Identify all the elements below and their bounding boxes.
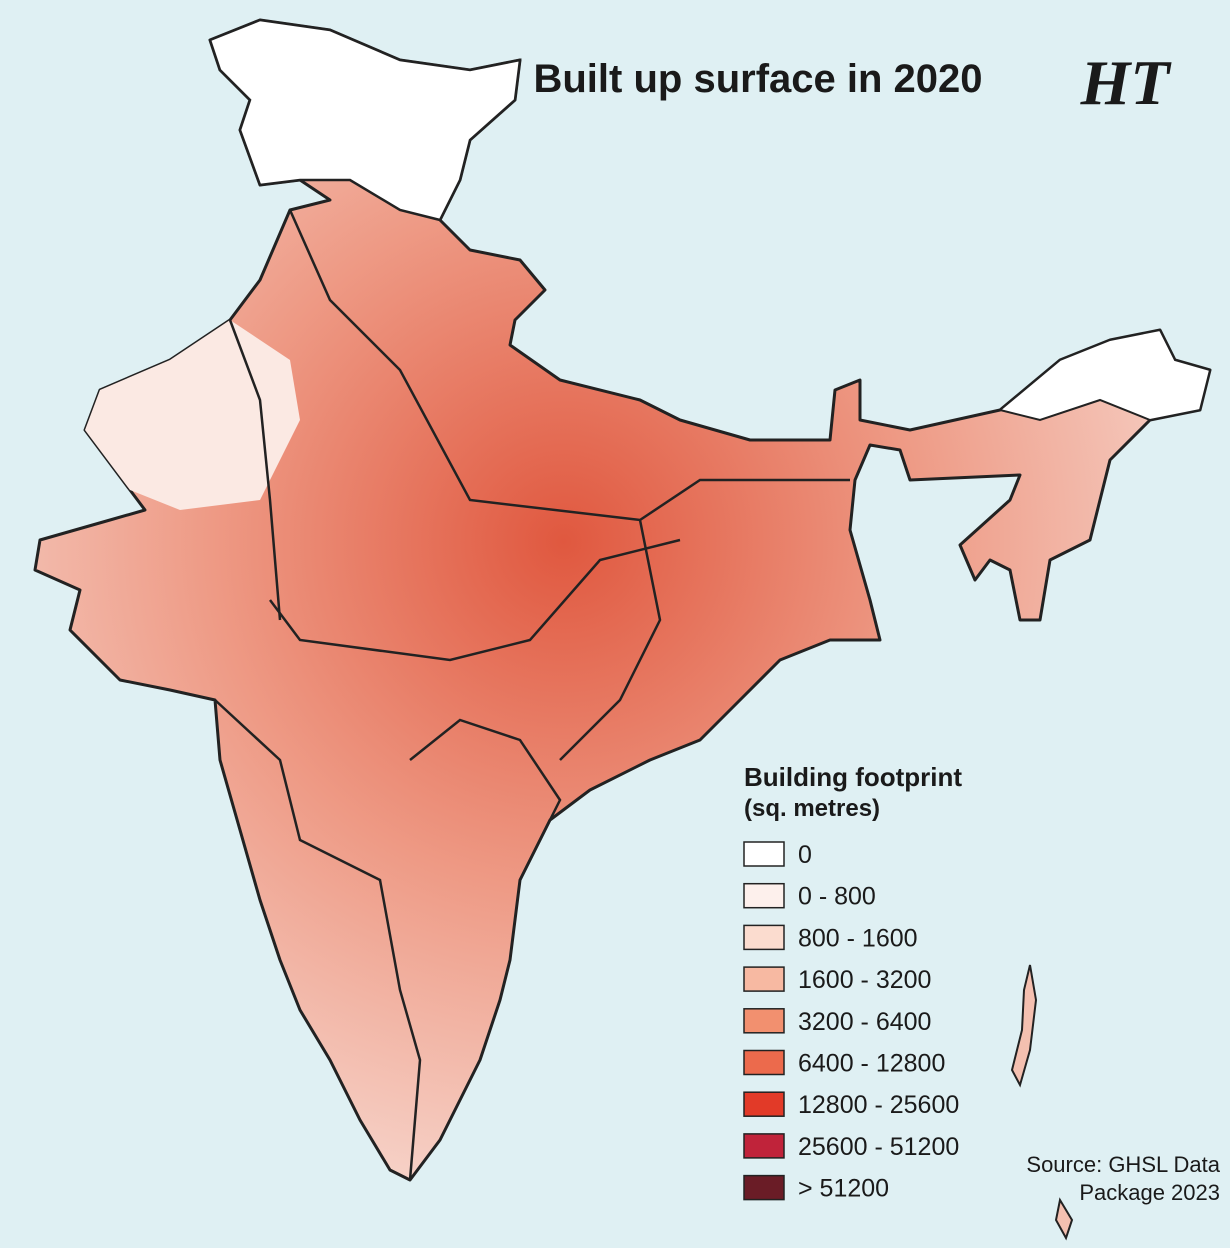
western-desert (85, 320, 300, 510)
legend-swatch (743, 966, 785, 992)
legend-swatch (743, 1133, 785, 1159)
state-borders (214, 209, 850, 1181)
legend: 0 0 - 800 800 - 1600 1600 - 3200 3200 - 6400… (743, 841, 959, 1203)
legend-label: 0 (798, 841, 812, 869)
legend-title: Building footprint (744, 762, 962, 792)
andaman-islands (1010, 964, 1074, 1241)
state-border (269, 538, 681, 662)
country-outline (33, 18, 1212, 1182)
legend-subtitle: (sq. metres) (744, 795, 880, 822)
legend-label: 800 - 1600 (798, 924, 918, 952)
legend-swatch (743, 841, 785, 867)
legend-label: 25600 - 51200 (798, 1133, 959, 1161)
source-note: Source: GHSL Data Package 2023 (1026, 1152, 1220, 1205)
legend-label: 0 - 800 (798, 883, 876, 911)
state-border (288, 209, 850, 522)
legend-swatch (743, 1008, 785, 1034)
legend-label: 12800 - 25600 (798, 1091, 959, 1119)
legend-swatch (743, 1049, 785, 1076)
legend-label: 1600 - 3200 (798, 966, 931, 994)
state-border (559, 519, 662, 761)
legend-label: > 51200 (798, 1175, 889, 1203)
map-title: Built up surface in 2020 (533, 57, 982, 101)
legend-swatch (743, 924, 785, 951)
legend-swatch (743, 882, 785, 909)
legend-label: 3200 - 6400 (798, 1008, 931, 1036)
legend-label: 6400 - 12800 (798, 1050, 945, 1078)
legend-swatch (743, 1091, 785, 1117)
logo: HT (1080, 47, 1173, 118)
state-border (228, 319, 282, 621)
state-border (409, 718, 562, 881)
northern-white-region (208, 18, 522, 222)
legend-swatch (743, 1174, 785, 1201)
source-line: Source: GHSL Data (1026, 1152, 1220, 1177)
state-border (214, 699, 422, 1181)
source-line: Package 2023 (1079, 1180, 1220, 1205)
northeast-white (997, 328, 1212, 422)
